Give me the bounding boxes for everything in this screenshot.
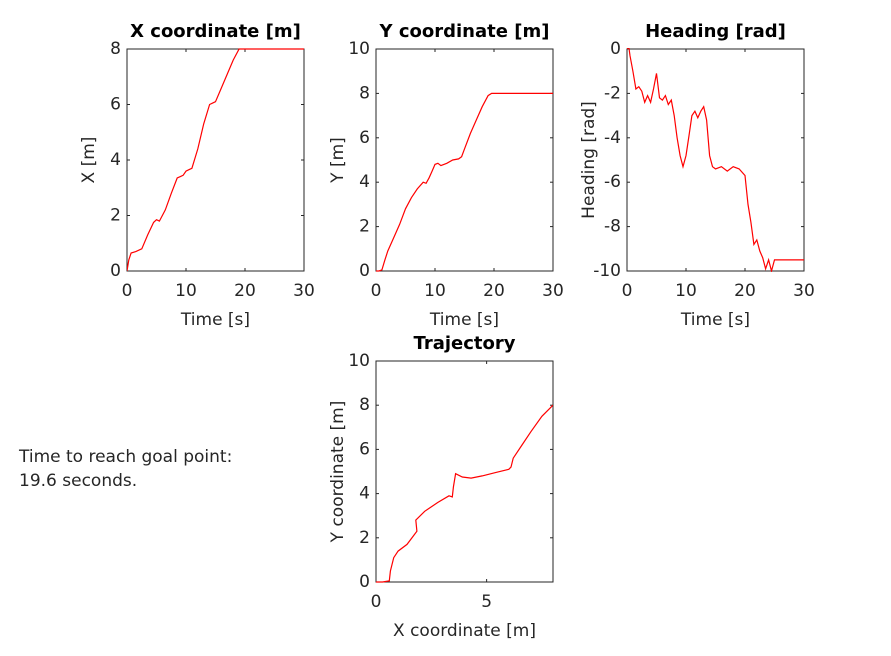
y-tick-label: 4 bbox=[359, 172, 370, 192]
x-tick-label: 0 bbox=[122, 281, 133, 301]
y-tick-label: 10 bbox=[348, 39, 370, 59]
y-tick-label: 4 bbox=[110, 150, 121, 170]
y-tick-label: 8 bbox=[359, 395, 370, 415]
y-tick-label: 4 bbox=[359, 484, 370, 504]
y-tick-label: -4 bbox=[604, 128, 621, 148]
y-tick-label: -8 bbox=[604, 217, 621, 237]
x-tick-label: 30 bbox=[293, 281, 315, 301]
x-tick-label: 10 bbox=[175, 281, 197, 301]
x-tick-label: 20 bbox=[483, 281, 505, 301]
y-tick-label: 6 bbox=[359, 128, 370, 148]
data-line bbox=[627, 48, 804, 272]
x-axis-label: X coordinate [m] bbox=[393, 621, 536, 641]
y-tick-label: -6 bbox=[604, 172, 621, 192]
annotation-line: 19.6 seconds. bbox=[19, 471, 137, 491]
plot-area bbox=[626, 48, 805, 272]
y-tick-label: 2 bbox=[110, 206, 121, 226]
y-axis-label: X [m] bbox=[79, 137, 99, 184]
x-axis-label: Time [s] bbox=[680, 310, 750, 330]
plot-area bbox=[375, 360, 554, 583]
y-tick-label: 0 bbox=[359, 572, 370, 592]
data-line bbox=[376, 404, 553, 583]
y-tick-label: 6 bbox=[110, 95, 121, 115]
x-tick-label: 30 bbox=[793, 281, 815, 301]
x-tick-label: 0 bbox=[622, 281, 633, 301]
plot-area bbox=[126, 48, 305, 272]
chart-title: Trajectory bbox=[414, 333, 516, 354]
y-axis-label: Y coordinate [m] bbox=[328, 401, 348, 544]
y-tick-label: 8 bbox=[110, 39, 121, 59]
y-tick-label: 6 bbox=[359, 439, 370, 459]
chart-title: Heading [rad] bbox=[645, 21, 786, 42]
x-tick-label: 10 bbox=[675, 281, 697, 301]
chart-title: X coordinate [m] bbox=[130, 21, 301, 42]
x-tick-label: 0 bbox=[371, 281, 382, 301]
y-axis-label: Heading [rad] bbox=[579, 101, 599, 219]
x-tick-label: 10 bbox=[424, 281, 446, 301]
x-tick-label: 0 bbox=[371, 592, 382, 612]
x-tick-label: 20 bbox=[234, 281, 256, 301]
y-tick-label: 2 bbox=[359, 528, 370, 548]
y-tick-label: 0 bbox=[359, 261, 370, 281]
plot-area bbox=[375, 48, 554, 272]
y-axis-label: Y [m] bbox=[328, 137, 348, 184]
y-tick-label: -10 bbox=[593, 261, 621, 281]
x-tick-label: 20 bbox=[734, 281, 756, 301]
y-tick-label: 10 bbox=[348, 351, 370, 371]
x-tick-label: 30 bbox=[542, 281, 564, 301]
data-line bbox=[376, 92, 553, 272]
x-axis-label: Time [s] bbox=[180, 310, 250, 330]
data-line bbox=[127, 48, 304, 272]
annotation-line: Time to reach goal point: bbox=[18, 447, 232, 467]
x-axis-label: Time [s] bbox=[429, 310, 499, 330]
y-tick-label: 0 bbox=[610, 39, 621, 59]
x-tick-label: 5 bbox=[481, 592, 492, 612]
chart-title: Y coordinate [m] bbox=[379, 21, 550, 42]
y-tick-label: 8 bbox=[359, 83, 370, 103]
y-tick-label: 2 bbox=[359, 217, 370, 237]
y-tick-label: 0 bbox=[110, 261, 121, 281]
y-tick-label: -2 bbox=[604, 83, 621, 103]
